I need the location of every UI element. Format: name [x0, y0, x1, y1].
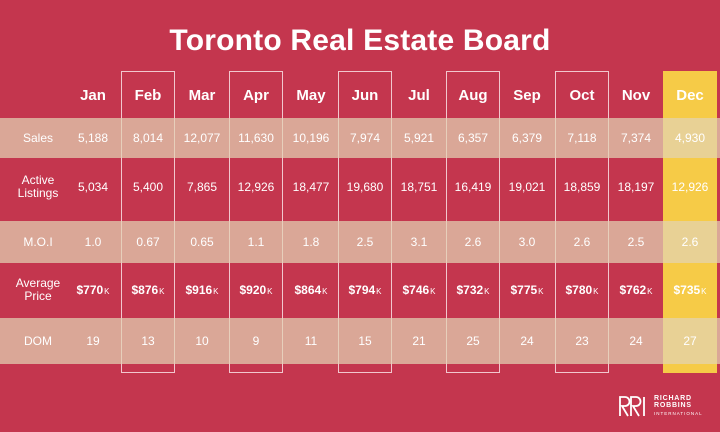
cell-price-apr: $920 K: [239, 283, 273, 297]
cell-moi-sep: 3.0: [518, 235, 536, 249]
cell-dom-jan: 19: [86, 334, 100, 348]
logo-line-3: INTERNATIONAL: [654, 410, 703, 416]
brand-logo: RICHARD ROBBINS INTERNATIONAL: [618, 391, 703, 421]
cell-dom-mar: 10: [195, 334, 209, 348]
page-title: Toronto Real Estate Board: [169, 24, 551, 57]
cell-sales-nov: 7,374: [620, 131, 652, 145]
cell-sales-aug: 6,357: [457, 131, 489, 145]
cell-moi-jul: 3.1: [410, 235, 428, 249]
cell-sales-sep: 6,379: [511, 131, 543, 145]
cell-price-sep: $775 K: [510, 283, 544, 297]
cell-moi-jan: 1.0: [84, 235, 102, 249]
cell-moi-mar: 0.65: [190, 235, 214, 249]
cell-active-may: 18,477: [292, 179, 330, 194]
cell-moi-dec: 2.6: [681, 235, 699, 249]
month-header-nov: Nov: [621, 87, 651, 104]
cell-price-aug: $732 K: [456, 283, 490, 297]
month-header-jun: Jun: [351, 87, 379, 104]
month-header-aug: Aug: [458, 87, 488, 104]
month-header-apr: Apr: [243, 87, 269, 104]
month-header-jul: Jul: [408, 87, 430, 104]
month-header-feb: Feb: [134, 87, 162, 104]
cell-sales-dec: 4,930: [674, 131, 706, 145]
cell-active-jun: 19,680: [346, 179, 384, 194]
cell-moi-may: 1.8: [302, 235, 320, 249]
cell-dom-nov: 24: [629, 334, 643, 348]
month-header-may: May: [296, 87, 326, 104]
cell-active-oct: 18,859: [563, 179, 601, 194]
cell-sales-mar: 12,077: [183, 131, 221, 145]
logo-line-1: RICHARD: [654, 394, 692, 402]
cell-moi-aug: 2.6: [464, 235, 482, 249]
cell-sales-oct: 7,118: [567, 131, 597, 145]
cell-moi-jun: 2.5: [356, 235, 374, 249]
cell-price-feb: $876 K: [131, 283, 165, 297]
cell-dom-apr: 9: [252, 334, 260, 348]
cell-price-jun: $794 K: [348, 283, 382, 297]
cell-active-apr: 12,926: [237, 179, 275, 194]
cell-moi-feb: 0.67: [136, 235, 160, 249]
row-band-moi: [0, 221, 720, 263]
cell-active-feb: 5,400: [132, 179, 164, 194]
row-label-price: Average Price: [15, 276, 61, 303]
month-header-dec: Dec: [676, 87, 704, 104]
cell-price-dec: $735 K: [673, 283, 707, 297]
cell-active-aug: 16,419: [454, 179, 492, 194]
cell-dom-feb: 13: [141, 334, 155, 348]
cell-sales-jan: 5,188: [77, 131, 109, 145]
row-label-moi: M.O.I: [23, 234, 53, 249]
cell-moi-nov: 2.5: [627, 235, 645, 249]
row-label-active: Active Listings: [17, 172, 59, 200]
cell-moi-oct: 2.6: [573, 235, 591, 249]
cell-sales-feb: 8,014: [132, 131, 164, 145]
row-label-sales: Sales: [22, 130, 54, 145]
row-label-dom: DOM: [24, 333, 52, 348]
logo-line-2: ROBBINS: [654, 402, 692, 410]
cell-dom-jun: 15: [358, 334, 372, 348]
cell-price-oct: $780 K: [565, 283, 599, 297]
cell-active-sep: 19,021: [508, 179, 546, 194]
cell-moi-apr: 1.1: [247, 235, 265, 249]
month-header-sep: Sep: [513, 87, 541, 104]
cell-dom-jul: 21: [412, 334, 426, 348]
cell-price-may: $864 K: [294, 283, 328, 297]
cell-active-jul: 18,751: [400, 179, 438, 194]
cell-price-mar: $916 K: [185, 283, 219, 297]
cell-dom-may: 11: [304, 334, 318, 348]
cell-sales-apr: 11,630: [238, 131, 274, 145]
cell-dom-dec: 27: [683, 334, 697, 348]
cell-sales-may: 10,196: [292, 131, 330, 145]
cell-dom-sep: 24: [520, 334, 534, 348]
cell-active-dec: 12,926: [671, 179, 709, 194]
cell-active-mar: 7,865: [186, 179, 218, 194]
cell-dom-aug: 25: [466, 334, 480, 348]
cell-price-nov: $762 K: [619, 283, 653, 297]
cell-active-jan: 5,034: [77, 179, 109, 194]
cell-dom-oct: 23: [575, 334, 589, 348]
row-band-sales: [0, 118, 720, 158]
month-header-oct: Oct: [569, 87, 595, 104]
month-header-jan: Jan: [80, 87, 106, 104]
cell-sales-jul: 5,921: [403, 131, 435, 145]
logo-wordmark: RICHARD ROBBINS INTERNATIONAL: [654, 395, 703, 418]
row-band-dom: [0, 318, 720, 364]
cell-price-jul: $746 K: [402, 283, 436, 297]
month-header-mar: Mar: [188, 87, 216, 104]
rri-logo-icon: [619, 396, 645, 417]
cell-sales-jun: 7,974: [349, 131, 381, 145]
cell-price-jan: $770 K: [76, 283, 110, 297]
cell-active-nov: 18,197: [617, 179, 655, 194]
